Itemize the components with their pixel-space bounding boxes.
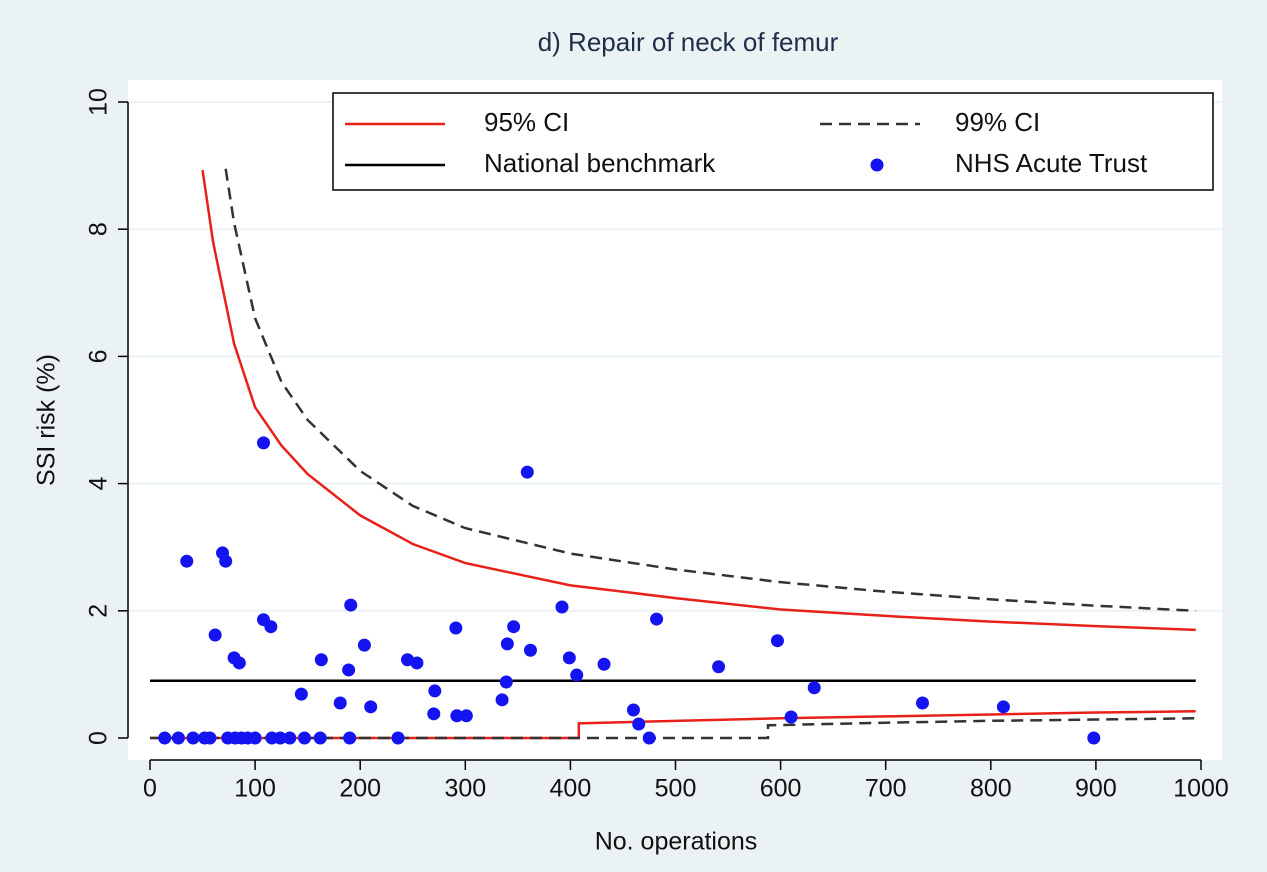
data-point: [364, 700, 378, 714]
data-point: [342, 663, 356, 677]
data-point: [499, 675, 513, 689]
data-point: [1087, 731, 1101, 745]
data-point: [562, 651, 576, 665]
y-tick-label: 2: [85, 604, 113, 618]
data-point: [642, 731, 656, 745]
data-point: [257, 436, 271, 450]
y-tick-label: 6: [85, 349, 113, 363]
y-axis-label: SSI risk (%): [33, 354, 61, 486]
y-tick-label: 0: [85, 731, 113, 745]
data-point: [449, 621, 463, 635]
legend-box: [332, 92, 1214, 191]
chart-title: d) Repair of neck of femur: [538, 27, 839, 57]
data-point: [784, 710, 798, 724]
data-point: [158, 731, 172, 745]
data-point: [232, 656, 246, 670]
plot-area: [128, 80, 1222, 760]
data-point: [314, 653, 328, 667]
x-tick-label: 100: [234, 775, 276, 803]
data-point: [650, 612, 664, 626]
data-point: [219, 554, 233, 568]
data-point: [428, 684, 442, 698]
y-tick-label: 4: [85, 477, 113, 491]
x-tick-label: 700: [865, 775, 907, 803]
series-line: [150, 169, 1196, 740]
x-tick-label: 300: [444, 775, 486, 803]
data-point: [357, 638, 371, 652]
data-point: [632, 717, 646, 731]
data-point: [264, 620, 278, 634]
data-point: [297, 731, 311, 745]
y-tick-label: 8: [85, 222, 113, 236]
x-tick-label: 200: [339, 775, 381, 803]
x-axis-label: No. operations: [595, 828, 758, 856]
data-point: [343, 731, 357, 745]
data-point: [507, 620, 521, 634]
data-point: [410, 656, 424, 670]
data-point: [344, 598, 358, 612]
data-point: [283, 731, 297, 745]
data-point: [427, 707, 441, 721]
legend-label: 99% CI: [955, 107, 1040, 137]
data-point: [294, 687, 308, 701]
data-point: [770, 634, 784, 648]
data-point: [523, 643, 537, 657]
x-tick-label: 600: [760, 775, 802, 803]
data-point: [520, 465, 534, 479]
data-point: [807, 681, 821, 695]
legend-label: 95% CI: [484, 107, 569, 137]
data-point: [626, 703, 640, 717]
data-point: [570, 668, 584, 682]
data-point: [450, 709, 464, 723]
data-point: [391, 731, 405, 745]
data-point: [248, 731, 262, 745]
y-tick-label: 10: [85, 88, 113, 116]
series-line: [150, 168, 1196, 740]
x-tick-label: 500: [655, 775, 697, 803]
legend-marker: [870, 158, 884, 172]
data-point: [495, 693, 509, 707]
legend-label: National benchmark: [484, 148, 716, 178]
data-point: [171, 731, 185, 745]
data-point: [186, 731, 200, 745]
data-point: [597, 657, 611, 671]
x-tick-label: 1000: [1173, 775, 1229, 803]
x-tick-label: 400: [550, 775, 592, 803]
data-point: [555, 600, 569, 614]
data-point: [313, 731, 327, 745]
x-tick-label: 800: [970, 775, 1012, 803]
data-point: [712, 660, 726, 674]
data-point: [180, 554, 194, 568]
data-point: [208, 628, 222, 642]
data-point: [203, 731, 217, 745]
data-point: [996, 700, 1010, 714]
data-point: [459, 709, 473, 723]
x-tick-label: 0: [143, 775, 157, 803]
data-point: [273, 731, 287, 745]
data-point: [333, 696, 347, 710]
legend-label: NHS Acute Trust: [955, 148, 1148, 178]
data-point: [915, 696, 929, 710]
x-tick-label: 900: [1075, 775, 1117, 803]
data-point: [500, 637, 514, 651]
